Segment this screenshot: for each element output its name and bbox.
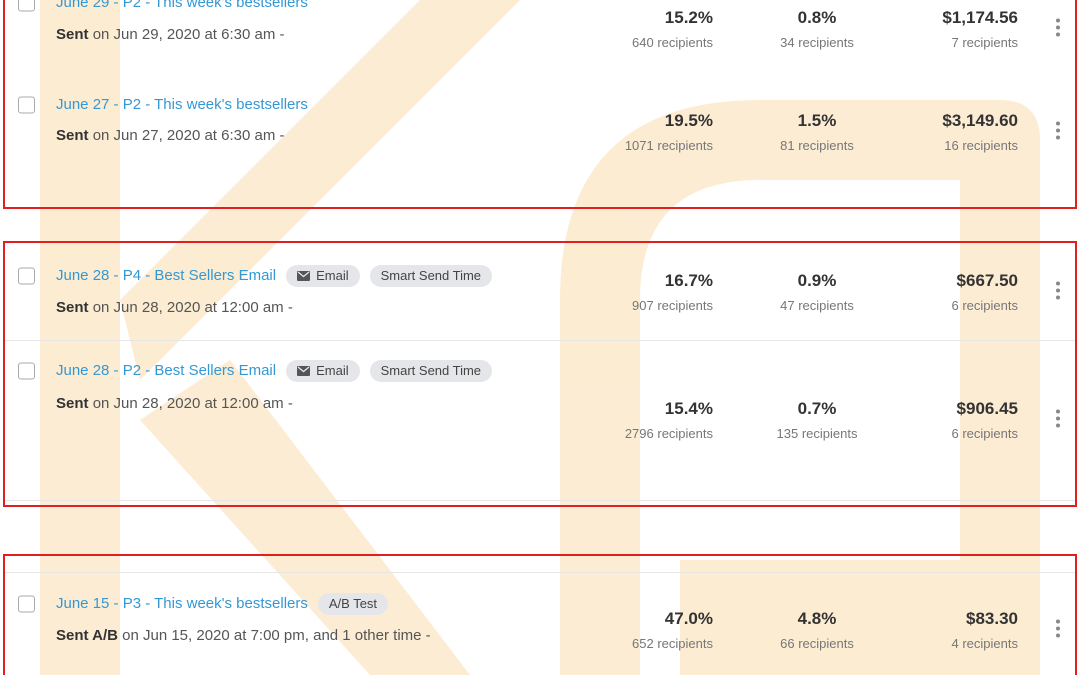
metric-recipients: 652 recipients bbox=[632, 636, 713, 651]
tag-text: Smart Send Time bbox=[380, 363, 482, 378]
campaign-title[interactable]: June 28 - P4 - Best Sellers Email bbox=[56, 267, 277, 284]
metric-value: 0.9% bbox=[797, 271, 837, 290]
metric-value: 1.5% bbox=[797, 111, 837, 130]
sent-line: Sent on Jun 28, 2020 at 12:00 am - bbox=[56, 298, 293, 318]
metric-value: 0.7% bbox=[797, 399, 837, 418]
sent-label: Sent bbox=[56, 26, 89, 43]
sent-line: Sent A/B on Jun 15, 2020 at 7:00 pm, and… bbox=[56, 626, 431, 646]
tag: Smart Send Time bbox=[369, 360, 493, 382]
metric-recipients: 2796 recipients bbox=[624, 426, 713, 441]
tag-text: Email bbox=[316, 268, 349, 283]
sent-text: on Jun 15, 2020 at 7:00 pm, and 1 other … bbox=[122, 627, 431, 644]
title-line: June 15 - P3 - This week's bestsellers A/… bbox=[56, 593, 389, 615]
more-menu[interactable] bbox=[1055, 409, 1061, 434]
checkbox[interactable] bbox=[18, 96, 35, 114]
metric-recipients: 640 recipients bbox=[632, 35, 713, 50]
more-menu[interactable] bbox=[1055, 18, 1061, 43]
sent-label: Sent bbox=[56, 299, 89, 316]
campaign-title[interactable]: June 28 - P2 - Best Sellers Email bbox=[56, 362, 277, 379]
mail-icon bbox=[297, 271, 311, 281]
sent-line: Sent on Jun 29, 2020 at 6:30 am - bbox=[56, 25, 285, 45]
checkbox[interactable] bbox=[18, 267, 35, 285]
metric-value: 15.2% bbox=[664, 8, 713, 27]
more-menu[interactable] bbox=[1055, 619, 1061, 644]
tag: Email bbox=[286, 360, 360, 382]
tag: A/B Test bbox=[317, 593, 389, 615]
metric-recipients: 4 recipients bbox=[951, 636, 1018, 651]
metric-recipients: 907 recipients bbox=[632, 298, 713, 313]
sent-line: Sent on Jun 27, 2020 at 6:30 am - bbox=[56, 126, 285, 146]
sent-line: Sent on Jun 28, 2020 at 12:00 am - bbox=[56, 394, 293, 414]
metric-value: 4.8% bbox=[797, 609, 837, 628]
group-box bbox=[3, 241, 1077, 507]
metric-recipients: 6 recipients bbox=[951, 298, 1018, 313]
metric-value: $667.50 bbox=[956, 271, 1018, 290]
sent-text: on Jun 29, 2020 at 6:30 am - bbox=[92, 26, 285, 43]
sent-text: on Jun 27, 2020 at 6:30 am - bbox=[92, 127, 285, 144]
sent-text: on Jun 28, 2020 at 12:00 am - bbox=[92, 395, 293, 412]
campaign-title[interactable]: June 15 - P3 - This week's bestsellers bbox=[56, 595, 308, 612]
metric-recipients: 81 recipients bbox=[780, 138, 854, 153]
metric-value: 0.8% bbox=[797, 8, 837, 27]
more-menu[interactable] bbox=[1055, 121, 1061, 146]
group-box bbox=[3, 0, 1077, 209]
tag-text: A/B Test bbox=[328, 596, 378, 611]
metric-recipients: 47 recipients bbox=[780, 298, 854, 313]
title-line: June 29 - P2 - This week's bestsellers bbox=[56, 0, 308, 13]
metric-recipients: 135 recipients bbox=[776, 426, 858, 441]
tag-text: Email bbox=[316, 363, 349, 378]
metric-recipients: 6 recipients bbox=[951, 426, 1018, 441]
sent-label: Sent bbox=[56, 395, 89, 412]
sent-text: on Jun 28, 2020 at 12:00 am - bbox=[92, 299, 293, 316]
metric-recipients: 1071 recipients bbox=[624, 138, 713, 153]
metric-recipients: 66 recipients bbox=[780, 636, 854, 651]
row-divider bbox=[5, 500, 1075, 501]
metric-value: $3,149.60 bbox=[942, 111, 1018, 130]
metric-value: 19.5% bbox=[664, 111, 713, 130]
checkbox[interactable] bbox=[18, 362, 35, 380]
tag: Smart Send Time bbox=[369, 265, 493, 287]
title-line: June 28 - P2 - Best Sellers Email Email Sm… bbox=[56, 360, 493, 382]
checkbox[interactable] bbox=[18, 595, 35, 613]
metric-value: 47.0% bbox=[664, 609, 713, 628]
title-line: June 27 - P2 - This week's bestsellers bbox=[56, 95, 308, 115]
metric-value: 16.7% bbox=[664, 271, 713, 290]
metric-value: $1,174.56 bbox=[942, 8, 1018, 27]
sent-label: Sent bbox=[56, 127, 89, 144]
tag-text: Smart Send Time bbox=[380, 268, 482, 283]
tag: Email bbox=[286, 265, 360, 287]
metric-value: $83.30 bbox=[966, 609, 1018, 628]
more-menu[interactable] bbox=[1055, 281, 1061, 306]
metric-recipients: 16 recipients bbox=[944, 138, 1018, 153]
metric-value: $906.45 bbox=[956, 399, 1018, 418]
group-box bbox=[3, 554, 1077, 675]
sent-label: Sent A/B bbox=[56, 627, 118, 644]
title-line: June 28 - P4 - Best Sellers Email Email Sm… bbox=[56, 265, 493, 287]
metric-value: 15.4% bbox=[664, 399, 713, 418]
metric-recipients: 34 recipients bbox=[780, 35, 854, 50]
checkbox[interactable] bbox=[18, 0, 35, 12]
mail-icon bbox=[297, 366, 311, 376]
row-divider bbox=[5, 572, 1075, 573]
campaign-title[interactable]: June 27 - P2 - This week's bestsellers bbox=[56, 96, 308, 113]
row-divider bbox=[5, 340, 1075, 341]
metric-recipients: 7 recipients bbox=[951, 35, 1018, 50]
campaign-title[interactable]: June 29 - P2 - This week's bestsellers bbox=[56, 0, 308, 11]
